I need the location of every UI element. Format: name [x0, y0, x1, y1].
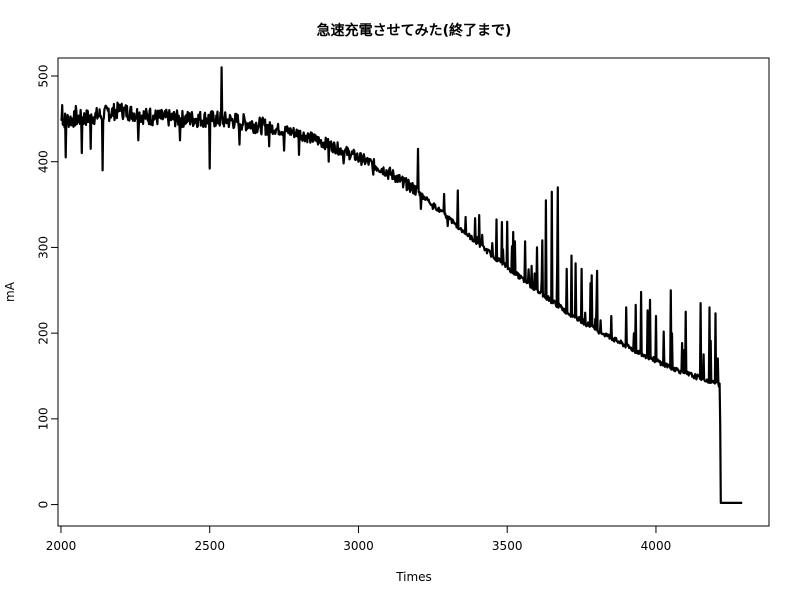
y-axis-label: mA — [3, 281, 17, 302]
x-axis: 2000 2500 3000 3500 4000 — [46, 526, 672, 553]
y-tick-label: 200 — [37, 322, 51, 345]
y-tick-label: 400 — [37, 150, 51, 173]
plot-frame — [57, 57, 770, 527]
y-tick-label: 100 — [37, 407, 51, 430]
x-tick-label: 2500 — [194, 539, 225, 553]
series-line — [60, 66, 743, 504]
y-tick-label: 500 — [37, 65, 51, 88]
x-tick-label: 3000 — [343, 539, 374, 553]
x-tick-label: 3500 — [492, 539, 523, 553]
y-tick-label: 300 — [37, 236, 51, 259]
x-axis-label: Times — [395, 570, 432, 584]
y-axis: 0 100 200 300 400 500 — [37, 65, 58, 509]
x-tick-label: 2000 — [46, 539, 77, 553]
x-tick-label: 4000 — [641, 539, 672, 553]
y-tick-label: 0 — [37, 501, 51, 509]
chart-title: 急速充電させてみた(終了まで) — [317, 22, 512, 39]
